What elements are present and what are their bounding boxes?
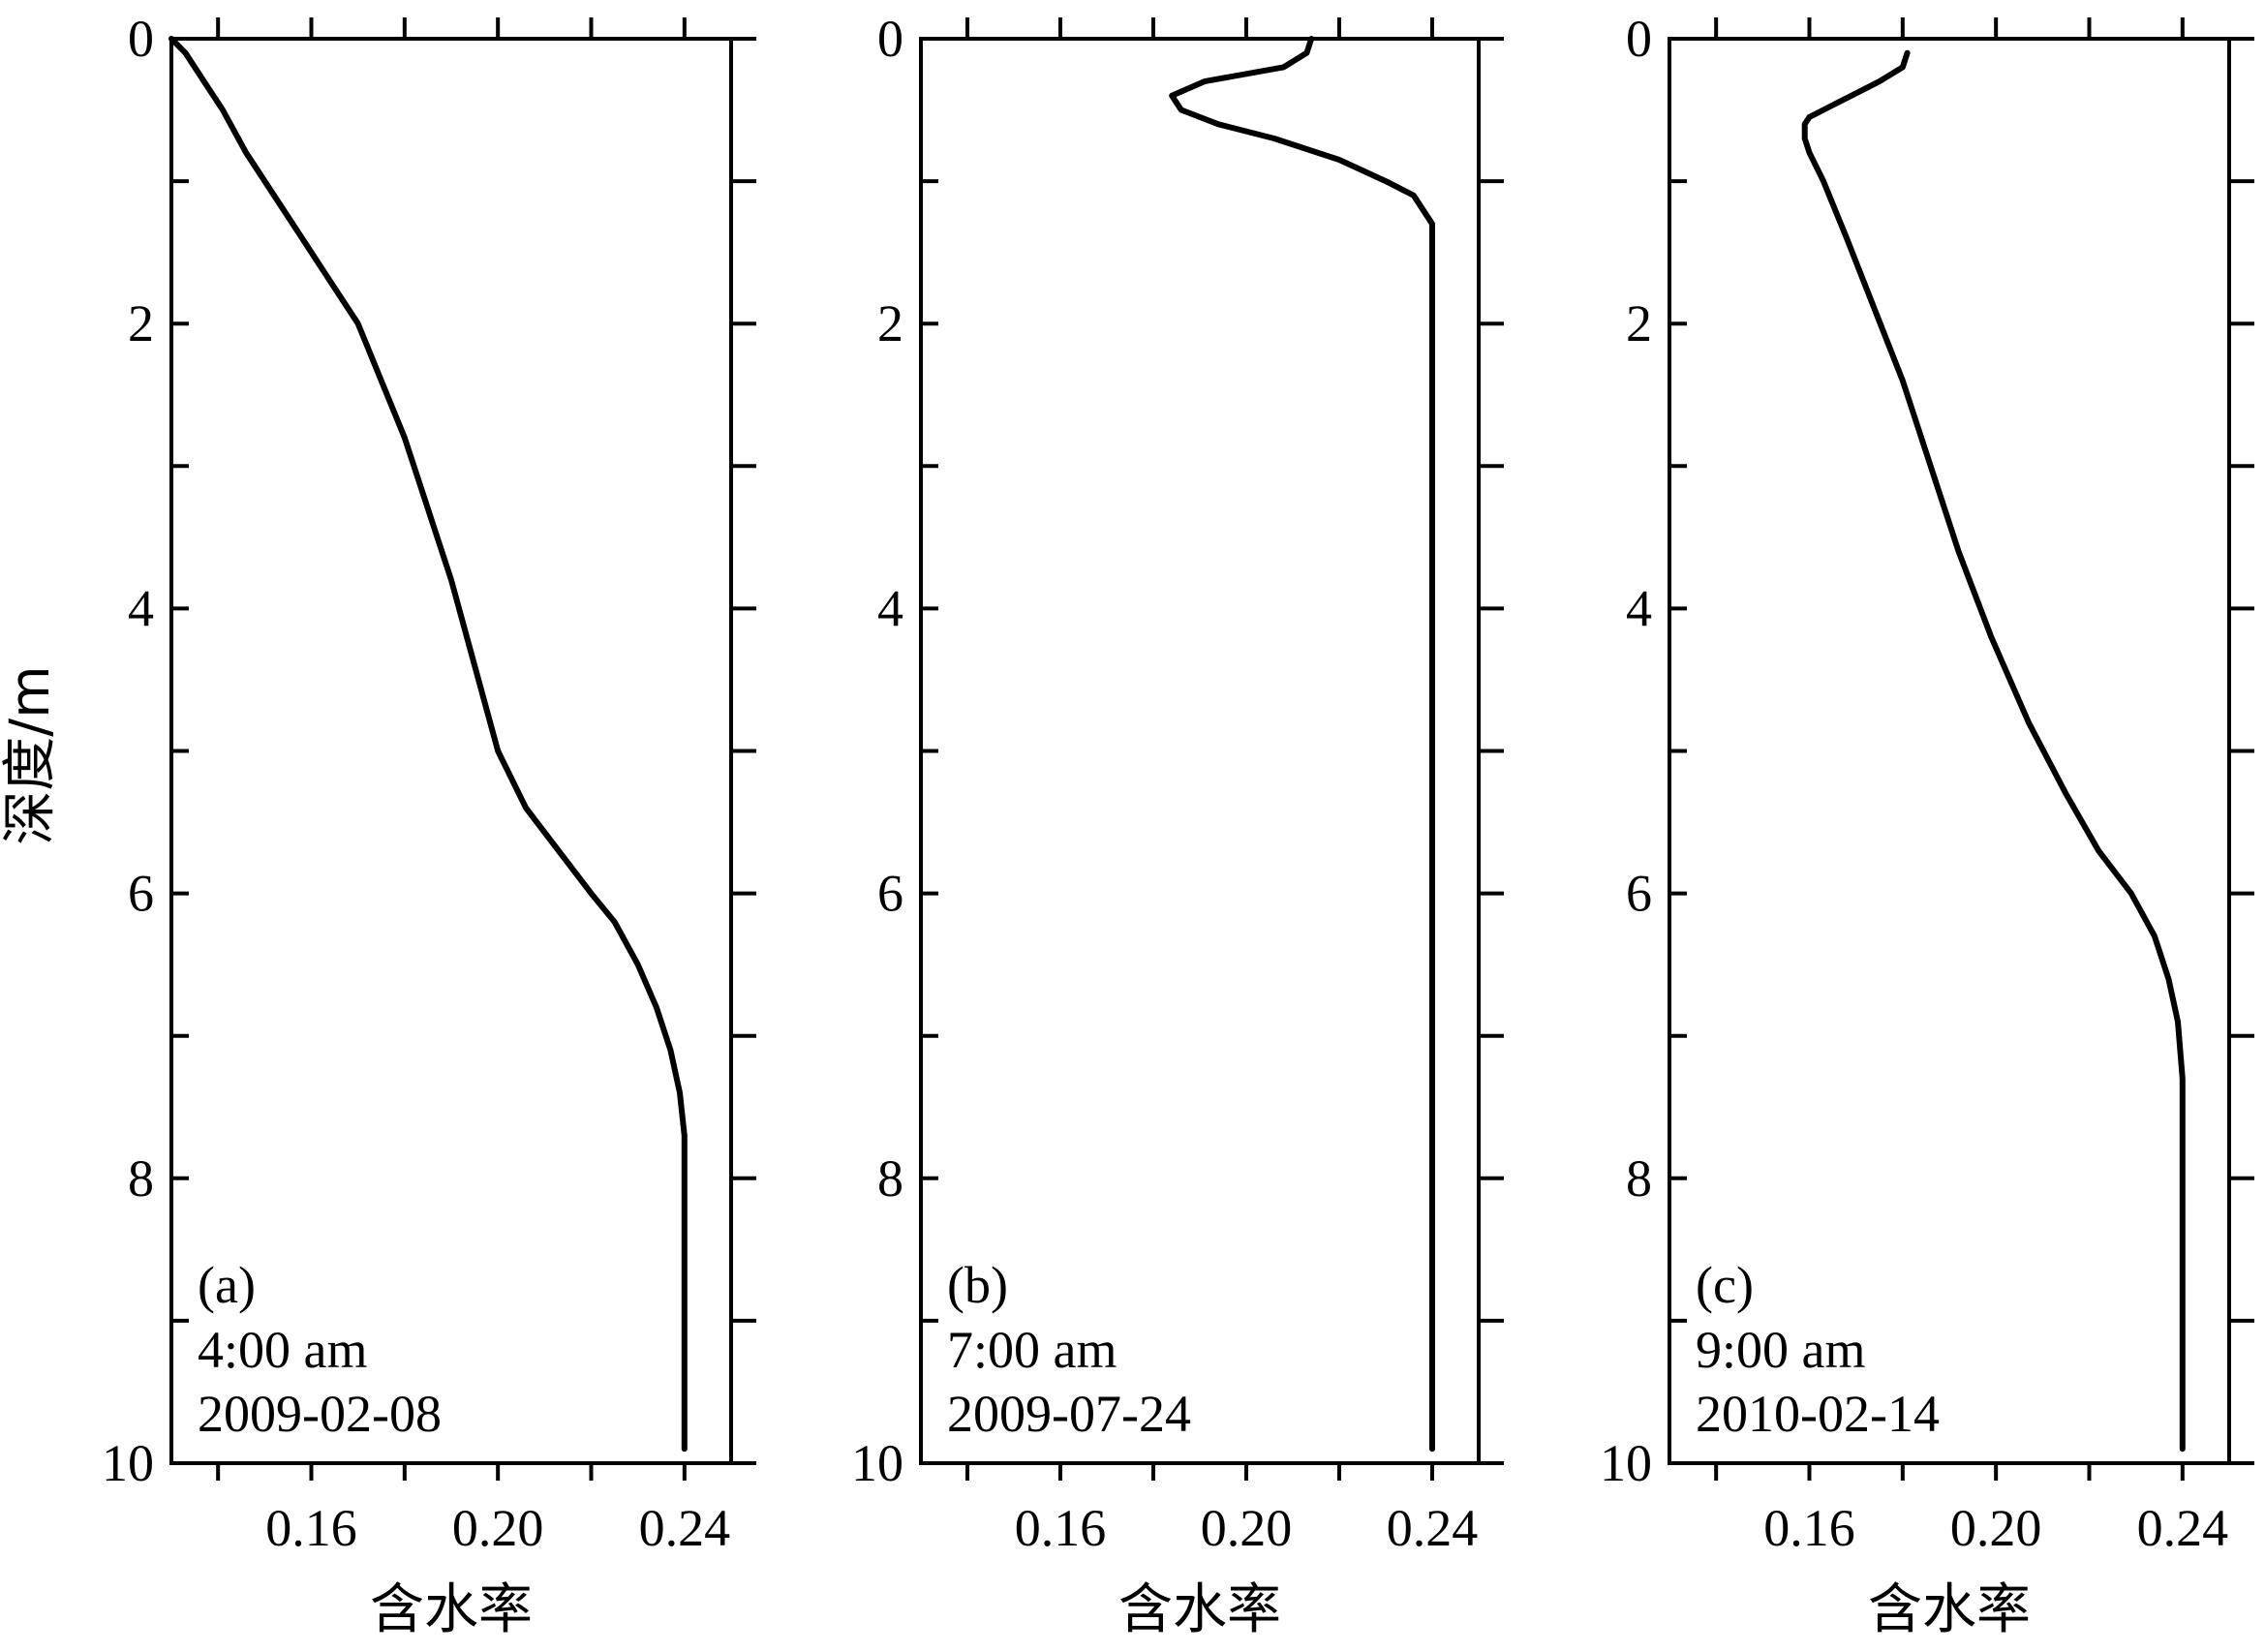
panel-c: 0 2 4 6 8 10 0.16 0.20 0.24 含水率 (c) 9:00 am 2010-02-… bbox=[1600, 10, 2254, 1641]
x-tick-label: 0.24 bbox=[2137, 1499, 2229, 1557]
x-tick-label: 0.16 bbox=[1763, 1499, 1855, 1557]
y-tick-label: 6 bbox=[877, 865, 903, 923]
plot-frame bbox=[919, 37, 1481, 1465]
panel-label: (c) bbox=[1696, 1256, 1754, 1314]
panel-label: (a) bbox=[198, 1256, 256, 1314]
series-line-1 bbox=[1169, 36, 1435, 1453]
panels: 0 2 4 6 8 10 0.16 0.20 0.24 含水率 (a) 4:00 am 2009-02-… bbox=[102, 10, 2254, 1641]
x-axis-title: 含水率 bbox=[1868, 1578, 2031, 1641]
y-tick-label: 4 bbox=[1626, 579, 1652, 637]
plot-frame bbox=[169, 37, 733, 1465]
x-tick-label: 0.24 bbox=[639, 1499, 731, 1557]
series-line-1 bbox=[1801, 49, 2186, 1453]
y-tick-label: 4 bbox=[877, 579, 903, 637]
x-tick-label: 0.16 bbox=[1015, 1499, 1107, 1557]
y-tick-label: 10 bbox=[102, 1434, 154, 1492]
y-tick-label: 10 bbox=[1600, 1434, 1652, 1492]
y-tick-label: 0 bbox=[877, 10, 903, 68]
y-tick-label: 10 bbox=[851, 1434, 903, 1492]
panel-b: 0 2 4 6 8 10 0.16 0.20 0.24 含水率 (b) 7:00 am 2009-07-… bbox=[851, 10, 1504, 1641]
y-tick-label: 0 bbox=[128, 10, 154, 68]
y-axis-title: 深度/m bbox=[0, 665, 62, 844]
time-label: 9:00 am bbox=[1696, 1321, 1865, 1379]
y-tick-label: 6 bbox=[128, 865, 154, 923]
time-label: 4:00 am bbox=[198, 1321, 367, 1379]
x-tick-label: 0.20 bbox=[452, 1499, 544, 1557]
y-tick-label: 2 bbox=[128, 294, 154, 352]
plot-frame bbox=[1668, 37, 2231, 1465]
y-tick-label: 0 bbox=[1626, 10, 1652, 68]
x-tick-label: 0.16 bbox=[265, 1499, 357, 1557]
y-tick-label: 4 bbox=[128, 579, 154, 637]
y-tick-label: 2 bbox=[877, 294, 903, 352]
x-tick-label: 0.20 bbox=[1950, 1499, 2042, 1557]
y-tick-label: 8 bbox=[128, 1149, 154, 1208]
x-tick-label: 0.20 bbox=[1201, 1499, 1293, 1557]
x-axis-title: 含水率 bbox=[1118, 1578, 1281, 1641]
date-label: 2009-02-08 bbox=[198, 1385, 442, 1443]
y-tick-label: 8 bbox=[877, 1149, 903, 1208]
panel-a: 0 2 4 6 8 10 0.16 0.20 0.24 含水率 (a) 4:00 am 2009-02-… bbox=[102, 10, 756, 1641]
y-tick-label: 6 bbox=[1626, 865, 1652, 923]
x-tick-label: 0.24 bbox=[1387, 1499, 1479, 1557]
y-tick-label: 2 bbox=[1626, 294, 1652, 352]
series-line-1 bbox=[168, 36, 688, 1453]
x-axis-title: 含水率 bbox=[370, 1578, 533, 1641]
panel-label: (b) bbox=[947, 1256, 1008, 1314]
date-label: 2010-02-14 bbox=[1696, 1385, 1940, 1443]
date-label: 2009-07-24 bbox=[947, 1385, 1191, 1443]
y-tick-label: 8 bbox=[1626, 1149, 1652, 1208]
time-label: 7:00 am bbox=[947, 1321, 1117, 1379]
